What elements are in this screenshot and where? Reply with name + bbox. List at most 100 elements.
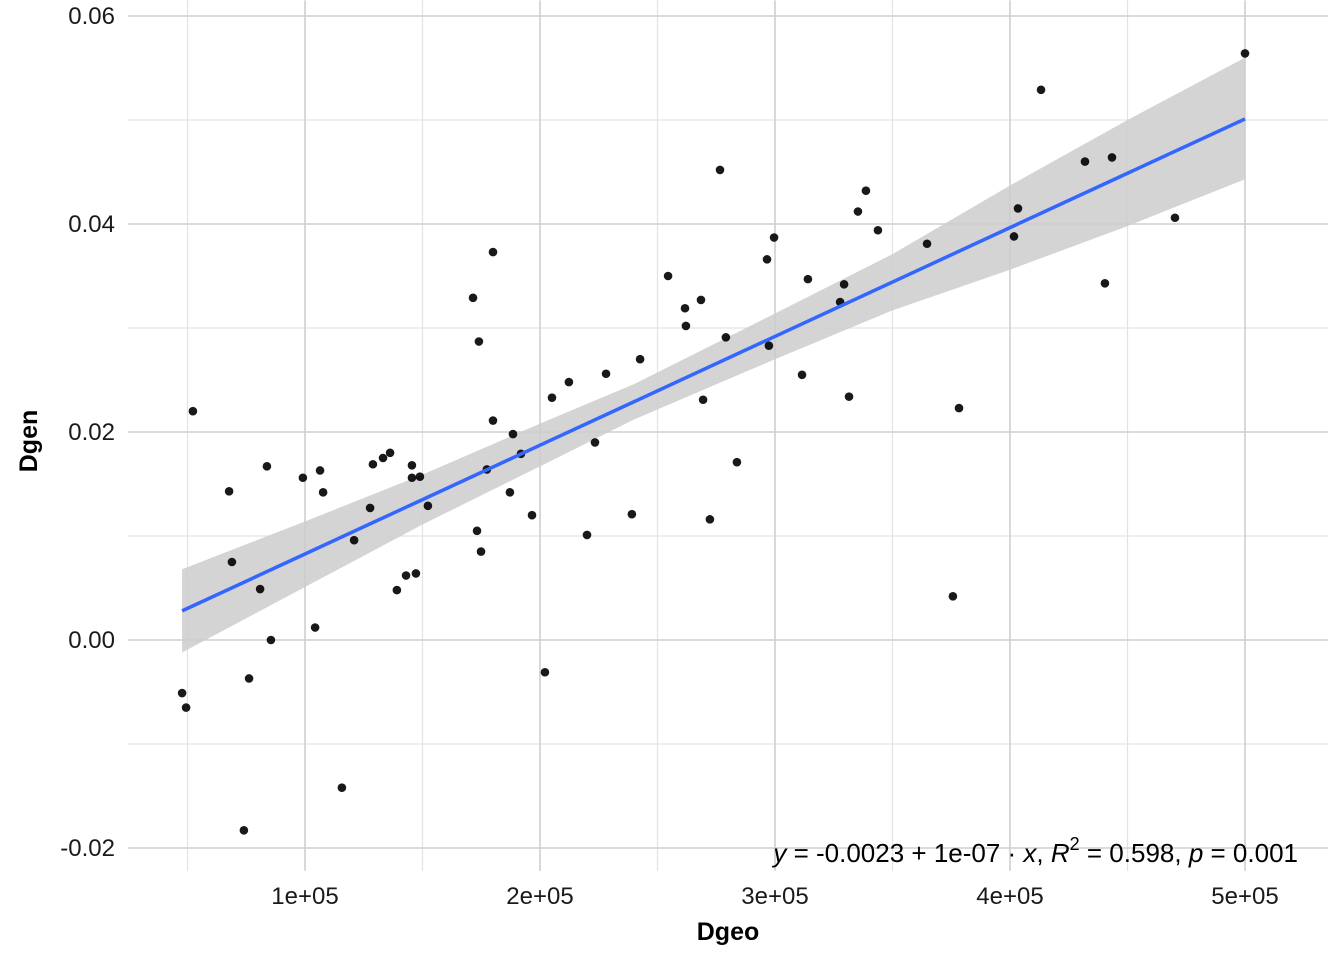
data-point — [590, 438, 600, 447]
data-point — [239, 826, 249, 835]
ann-r-exp: 2 — [1070, 834, 1080, 854]
x-tick-label: 1e+05 — [271, 883, 338, 910]
data-point — [262, 462, 272, 471]
data-point — [873, 225, 883, 235]
data-point — [797, 370, 807, 380]
data-point — [488, 247, 498, 257]
y-tick-label: 0.00 — [68, 627, 115, 654]
data-point — [681, 321, 691, 331]
data-point — [1170, 213, 1180, 223]
y-tick-label: 0.06 — [68, 3, 115, 30]
data-point — [721, 333, 731, 342]
data-point — [488, 416, 498, 425]
data-point — [468, 293, 478, 303]
fit-line — [181, 117, 1246, 613]
data-point — [1013, 204, 1023, 213]
data-point — [601, 369, 611, 379]
data-point — [508, 429, 518, 439]
data-point — [1100, 278, 1110, 288]
data-point — [861, 186, 871, 196]
data-point — [266, 635, 276, 645]
data-point — [839, 280, 849, 289]
data-point — [680, 303, 690, 313]
data-point — [564, 377, 574, 387]
data-point — [663, 271, 673, 281]
ann-r2-value: = 0.598, — [1080, 838, 1189, 868]
data-point — [1107, 153, 1117, 162]
x-tick-label: 4e+05 — [976, 883, 1043, 910]
ann-p-var: p — [1188, 838, 1203, 868]
y-tick-label: -0.02 — [60, 835, 115, 862]
ann-sep: , — [1036, 838, 1050, 868]
data-point — [844, 392, 854, 401]
data-point — [310, 623, 320, 632]
x-axis-title: Dgeo — [697, 918, 760, 946]
data-point — [476, 547, 486, 556]
confidence-band-area — [182, 57, 1246, 653]
data-point — [1036, 85, 1046, 95]
data-point — [423, 501, 433, 511]
data-point — [853, 207, 863, 216]
data-point — [255, 584, 265, 594]
data-point — [954, 403, 964, 413]
data-point — [415, 472, 425, 482]
data-point — [762, 255, 772, 264]
data-point — [378, 453, 388, 463]
data-point — [411, 569, 421, 578]
ann-y-var: y — [771, 838, 788, 868]
ann-x-var: x — [1021, 838, 1037, 868]
confidence-band — [182, 57, 1246, 653]
y-tick-labels: -0.02 0.00 0.02 0.04 0.06 — [60, 3, 115, 862]
data-point — [349, 535, 359, 545]
data-point — [392, 585, 402, 595]
data-point — [244, 674, 254, 683]
data-point — [922, 239, 932, 249]
data-point — [224, 486, 234, 496]
ann-equation: = -0.0023 + 1e-07 · — [786, 838, 1023, 868]
data-point — [298, 473, 308, 483]
x-tick-label: 5e+05 — [1211, 883, 1278, 910]
data-point — [474, 337, 484, 346]
data-point — [407, 460, 417, 470]
y-tick-label: 0.04 — [68, 211, 115, 238]
ann-p-value: = 0.001 — [1203, 838, 1298, 868]
data-point — [705, 515, 715, 524]
data-point — [365, 503, 375, 513]
data-point — [732, 457, 742, 467]
x-tick-label: 3e+05 — [741, 883, 808, 910]
regression-annotation: y = -0.0023 + 1e-07 · x, R2 = 0.598, p =… — [771, 834, 1298, 868]
data-point — [696, 295, 706, 305]
x-tick-label: 2e+05 — [506, 883, 573, 910]
data-point — [315, 466, 325, 475]
data-point — [188, 406, 198, 416]
data-point — [401, 571, 411, 580]
ann-r-var: R — [1051, 838, 1070, 868]
data-point — [582, 530, 592, 540]
data-point — [177, 688, 187, 698]
y-axis-title: Dgen — [15, 410, 43, 473]
data-point — [227, 557, 237, 567]
data-point — [318, 488, 328, 497]
data-point — [540, 667, 550, 677]
data-point — [407, 473, 417, 483]
data-point — [181, 703, 191, 712]
y-tick-label: 0.02 — [68, 419, 115, 446]
data-point — [803, 274, 813, 284]
data-point — [472, 526, 482, 536]
data-point — [337, 783, 347, 792]
data-point — [547, 393, 557, 402]
data-point — [1240, 49, 1250, 58]
data-point — [1009, 232, 1019, 241]
data-point — [627, 509, 637, 519]
data-point — [368, 459, 378, 469]
data-point — [764, 341, 774, 350]
data-point — [505, 488, 515, 497]
data-point — [715, 165, 725, 175]
data-point — [769, 233, 779, 242]
points — [177, 49, 1250, 835]
x-tick-labels: 1e+05 2e+05 3e+05 4e+05 5e+05 — [271, 883, 1278, 910]
data-point — [527, 510, 537, 520]
data-point — [698, 395, 708, 405]
data-point — [635, 354, 645, 364]
